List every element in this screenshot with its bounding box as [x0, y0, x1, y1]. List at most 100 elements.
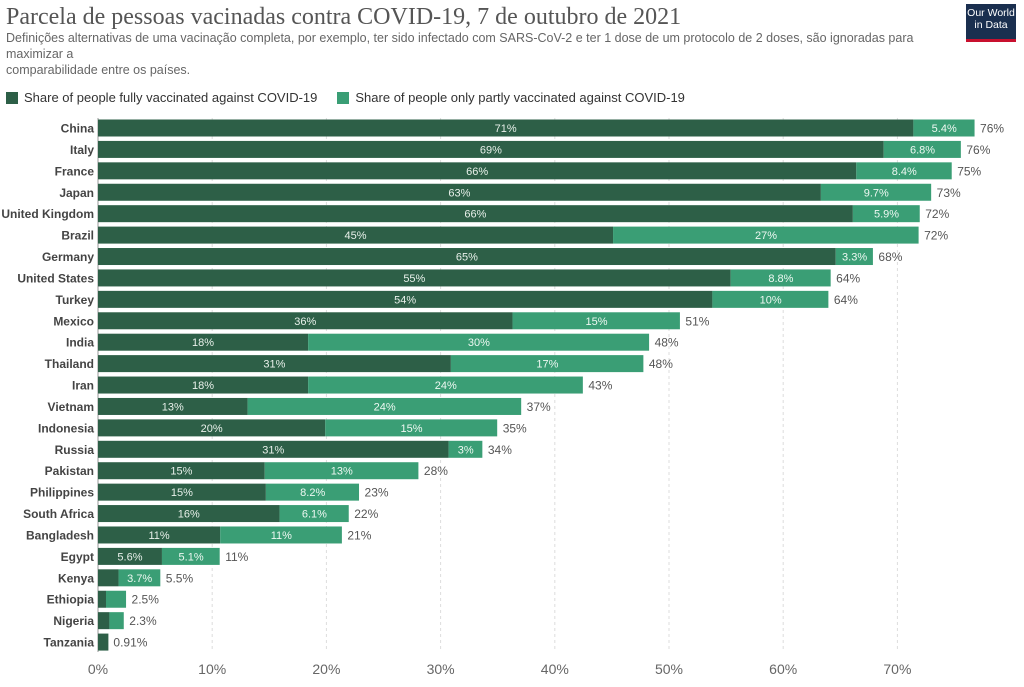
bar-full	[98, 462, 265, 480]
category-label: Bangladesh	[26, 528, 94, 542]
data-label-full: 31%	[263, 359, 285, 371]
bar-partial	[279, 505, 349, 523]
data-label-partial: 15%	[585, 316, 607, 328]
total-label: 2.5%	[132, 593, 160, 607]
category-label: South Africa	[23, 507, 94, 521]
total-label: 48%	[649, 357, 673, 371]
total-label: 43%	[588, 379, 612, 393]
bar-partial	[883, 140, 961, 158]
data-label-full: 18%	[192, 337, 214, 349]
data-label-full: 36%	[294, 316, 316, 328]
legend-item-full[interactable]: Share of people fully vaccinated against…	[6, 90, 317, 105]
total-label: 22%	[354, 507, 378, 521]
category-label: Russia	[55, 443, 95, 457]
total-label: 51%	[685, 314, 709, 328]
data-label-partial: 8.4%	[892, 166, 917, 178]
bar-partial	[512, 312, 680, 330]
data-label-full: 11%	[148, 530, 169, 542]
category-label: Egypt	[61, 550, 94, 564]
data-label-partial: 24%	[435, 380, 457, 392]
data-label-partial: 9.7%	[864, 187, 889, 199]
total-label: 37%	[527, 400, 551, 414]
bar-full	[98, 612, 110, 630]
legend-swatch-partial	[337, 91, 350, 104]
total-label: 21%	[347, 528, 371, 542]
bar-full	[98, 569, 119, 587]
bar-full	[98, 397, 248, 415]
category-label: Germany	[42, 250, 94, 264]
x-tick-label: 40%	[541, 661, 569, 677]
bar-partial	[105, 590, 127, 608]
bar-full	[98, 226, 614, 244]
total-label: 5.5%	[166, 571, 194, 585]
legend-swatch-full	[6, 91, 18, 104]
bar-full	[98, 590, 106, 608]
data-label-partial: 24%	[374, 401, 396, 413]
legend-item-partial[interactable]: Share of people only partly vaccinated a…	[337, 90, 685, 105]
data-label-full: 69%	[480, 144, 502, 156]
total-label: 28%	[424, 464, 448, 478]
total-label: 72%	[924, 229, 948, 243]
category-label: Tanzania	[44, 636, 95, 650]
data-label-full: 5.6%	[117, 551, 142, 563]
bar-partial	[247, 397, 522, 415]
bar-full	[98, 269, 731, 287]
data-label-partial: 17%	[536, 359, 558, 371]
owid-logo[interactable]: Our World in Data	[966, 4, 1016, 42]
category-label: France	[55, 164, 95, 178]
bar-partial	[913, 119, 975, 137]
data-label-full: 65%	[456, 252, 478, 264]
category-label: Iran	[72, 379, 94, 393]
total-label: 73%	[937, 186, 961, 200]
data-label-partial: 8.2%	[300, 487, 325, 499]
total-label: 48%	[655, 336, 679, 350]
bar-partial	[161, 547, 220, 565]
total-label: 35%	[503, 421, 527, 435]
category-label: India	[66, 336, 94, 350]
category-label: Mexico	[53, 314, 94, 328]
data-label-full: 20%	[201, 423, 223, 435]
bar-full	[98, 312, 513, 330]
data-label-partial: 6.1%	[302, 509, 327, 521]
total-label: 64%	[834, 293, 858, 307]
bar-full	[98, 140, 884, 158]
total-label: 0.91%	[113, 636, 147, 650]
subtitle-line-2: comparabilidade entre os países.	[6, 63, 191, 77]
bar-partial	[730, 269, 831, 287]
x-tick-label: 70%	[883, 661, 911, 677]
total-label: 72%	[925, 207, 949, 221]
data-label-full: 16%	[178, 509, 200, 521]
data-label-partial: 5.4%	[932, 123, 957, 135]
data-label-partial: 3%	[458, 444, 474, 456]
data-label-partial: 10%	[760, 294, 782, 306]
bar-full	[98, 547, 162, 565]
category-label: Brazil	[61, 229, 94, 243]
category-label: Italy	[70, 143, 94, 157]
bar-partial	[308, 376, 583, 394]
bar-full	[98, 419, 326, 437]
data-label-full: 63%	[448, 187, 470, 199]
bar-partial	[712, 290, 829, 308]
bar-full	[98, 205, 853, 223]
x-tick-label: 60%	[769, 661, 797, 677]
bar-full	[98, 633, 109, 651]
category-label: Turkey	[56, 293, 95, 307]
category-label: Kenya	[58, 571, 94, 585]
x-tick-label: 0%	[88, 661, 108, 677]
data-label-partial: 27%	[755, 230, 777, 242]
bar-partial	[613, 226, 919, 244]
category-label: United States	[17, 271, 94, 285]
data-label-partial: 30%	[468, 337, 490, 349]
data-label-partial: 6.8%	[910, 144, 935, 156]
data-label-partial: 11%	[271, 530, 292, 542]
data-label-partial: 5.1%	[179, 551, 204, 563]
total-label: 76%	[966, 143, 990, 157]
bar-full	[98, 248, 836, 266]
category-label: China	[61, 122, 95, 136]
bar-full	[98, 162, 857, 180]
category-label: Pakistan	[45, 464, 94, 478]
data-label-full: 45%	[345, 230, 367, 242]
category-label: Philippines	[30, 486, 94, 500]
category-label: Vietnam	[48, 400, 94, 414]
bar-full	[98, 526, 221, 544]
